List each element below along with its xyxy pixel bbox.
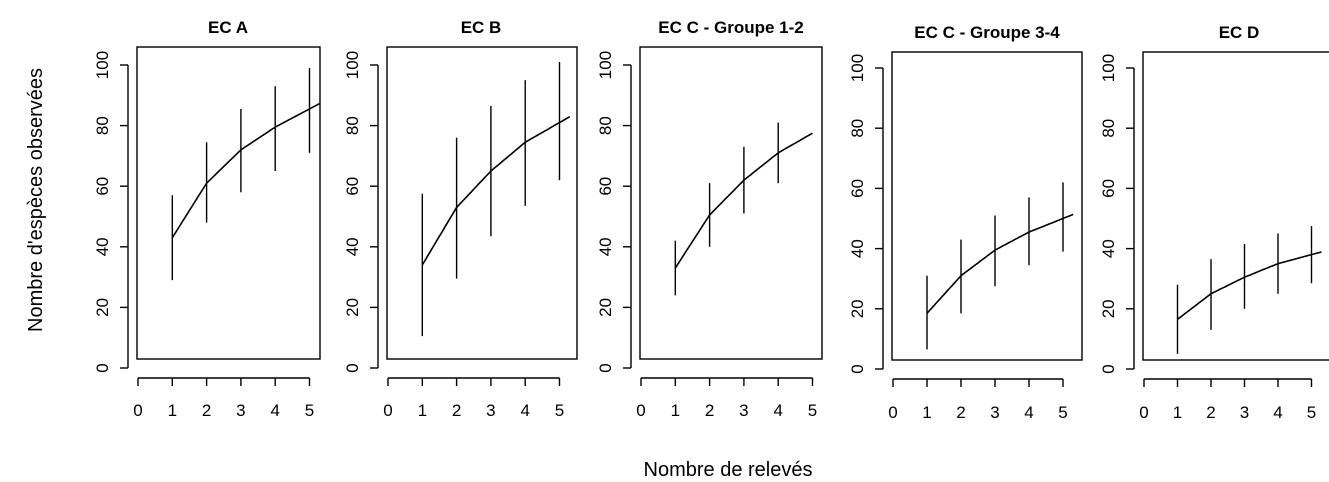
x-tick-label: 2 — [1206, 403, 1215, 422]
x-tick-label: 4 — [773, 401, 782, 420]
y-tick-label: 100 — [343, 51, 362, 79]
y-tick-label: 80 — [343, 116, 362, 135]
y-tick-label: 60 — [596, 177, 615, 196]
y-tick-label: 100 — [1099, 54, 1118, 82]
x-tick-label: 1 — [1173, 403, 1182, 422]
x-tick-label: 1 — [922, 403, 931, 422]
panel-title: EC C - Groupe 3-4 — [914, 23, 1060, 42]
y-tick-label: 80 — [93, 116, 112, 135]
y-tick-label: 20 — [1099, 299, 1118, 318]
y-tick-label: 80 — [596, 116, 615, 135]
y-tick-label: 60 — [93, 177, 112, 196]
figure-y-axis-label: Nombre d'espèces observées — [25, 68, 47, 332]
x-tick-label: 5 — [555, 401, 564, 420]
mean-curve — [926, 213, 1074, 314]
x-tick-label: 0 — [1139, 403, 1148, 422]
x-tick-label: 4 — [270, 401, 279, 420]
y-tick-label: 40 — [848, 239, 867, 258]
x-tick-label: 4 — [1273, 403, 1282, 422]
x-tick-label: 2 — [452, 401, 461, 420]
x-tick-label: 3 — [739, 401, 748, 420]
panel-2: EC B 0 20 40 60 80 100 0 1 2 3 4 5 — [343, 18, 578, 420]
x-tick-label: 2 — [705, 401, 714, 420]
panel-5: EC D 0 20 40 60 80 100 0 1 2 3 4 5 — [1099, 23, 1329, 422]
x-tick-label: 1 — [168, 401, 177, 420]
y-tick-label: 0 — [596, 363, 615, 372]
y-tick-label: 40 — [93, 237, 112, 256]
panel-1: EC A 0 20 40 60 80 100 0 1 2 3 4 5 — [93, 18, 321, 420]
x-tick-label: 2 — [202, 401, 211, 420]
y-tick-label: 0 — [848, 364, 867, 373]
y-tick-label: 40 — [1099, 239, 1118, 258]
y-tick-label: 80 — [848, 119, 867, 138]
x-tick-label: 5 — [1307, 403, 1316, 422]
x-tick-label: 5 — [808, 401, 817, 420]
mean-curve — [171, 102, 321, 239]
x-tick-label: 4 — [520, 401, 529, 420]
plot-frame — [891, 51, 1083, 361]
panel-title: EC A — [208, 18, 248, 37]
x-tick-label: 0 — [636, 401, 645, 420]
x-tick-label: 5 — [305, 401, 314, 420]
mean-curve — [674, 132, 813, 269]
y-tick-label: 20 — [343, 298, 362, 317]
y-tick-label: 20 — [93, 298, 112, 317]
y-tick-label: 40 — [343, 237, 362, 256]
x-tick-label: 3 — [486, 401, 495, 420]
y-tick-label: 40 — [596, 237, 615, 256]
y-tick-label: 0 — [343, 363, 362, 372]
plot-frame — [639, 46, 823, 360]
x-tick-label: 3 — [1240, 403, 1249, 422]
y-tick-label: 20 — [596, 298, 615, 317]
y-tick-label: 100 — [596, 51, 615, 79]
panel-title: EC D — [1219, 23, 1260, 42]
figure-x-axis-label: Nombre de relevés — [644, 459, 813, 481]
y-tick-label: 20 — [848, 299, 867, 318]
x-tick-label: 4 — [1024, 403, 1033, 422]
x-tick-label: 0 — [133, 401, 142, 420]
panel-title: EC B — [461, 18, 502, 37]
x-tick-label: 2 — [956, 403, 965, 422]
x-tick-label: 1 — [671, 401, 680, 420]
y-tick-label: 60 — [343, 177, 362, 196]
y-tick-label: 0 — [93, 363, 112, 372]
y-tick-label: 60 — [848, 179, 867, 198]
y-tick-label: 60 — [1099, 179, 1118, 198]
y-tick-label: 80 — [1099, 119, 1118, 138]
panel-4: EC C - Groupe 3-4 0 20 40 60 80 100 0 1 2 3 4 5 — [848, 23, 1083, 422]
panel-title: EC C - Groupe 1-2 — [658, 18, 803, 37]
mean-curve — [421, 116, 571, 266]
y-tick-label: 100 — [848, 54, 867, 82]
x-tick-label: 3 — [236, 401, 245, 420]
x-tick-label: 3 — [990, 403, 999, 422]
x-tick-label: 1 — [418, 401, 427, 420]
panel-3: EC C - Groupe 1-2 0 20 40 60 80 100 0 1 2 3 4 5 — [596, 18, 823, 420]
mean-curve — [1177, 251, 1322, 320]
x-tick-label: 5 — [1058, 403, 1067, 422]
plot-frame — [136, 46, 321, 360]
plot-frame — [386, 46, 578, 360]
plot-frame — [1142, 51, 1329, 361]
y-tick-label: 100 — [93, 51, 112, 79]
x-tick-label: 0 — [888, 403, 897, 422]
y-tick-label: 0 — [1099, 364, 1118, 373]
x-tick-label: 0 — [383, 401, 392, 420]
